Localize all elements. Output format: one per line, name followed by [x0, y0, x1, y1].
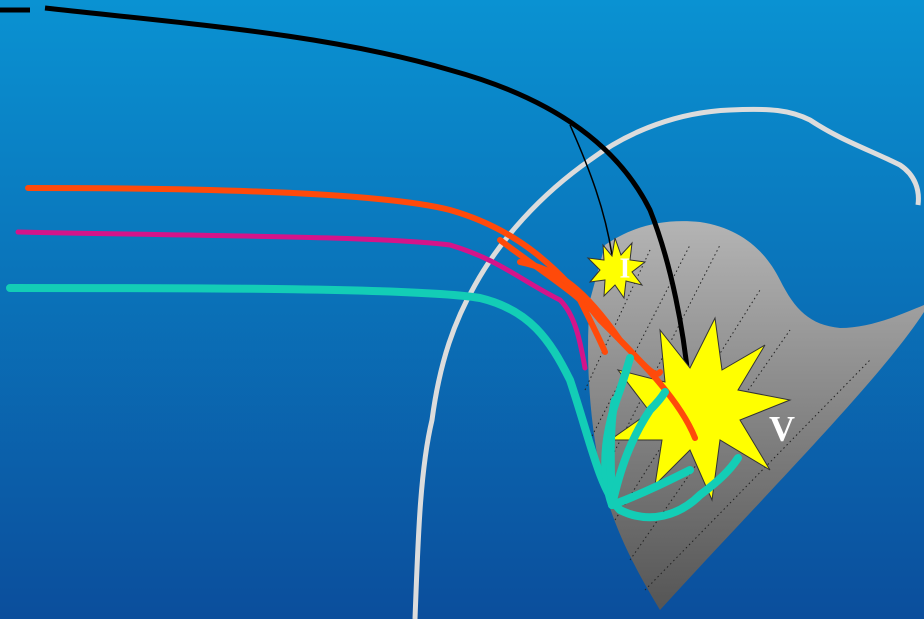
- red-lines: [25, 185, 698, 441]
- magenta-line: [15, 229, 588, 371]
- small-burst: [586, 237, 647, 300]
- black-line: [44, 5, 693, 401]
- burst-label: I: [620, 253, 631, 284]
- large-burst: [608, 316, 792, 502]
- outline: [412, 106, 921, 619]
- burst-label: V: [769, 408, 795, 448]
- thin-line: [569, 124, 613, 256]
- teal-lines: [6, 284, 742, 522]
